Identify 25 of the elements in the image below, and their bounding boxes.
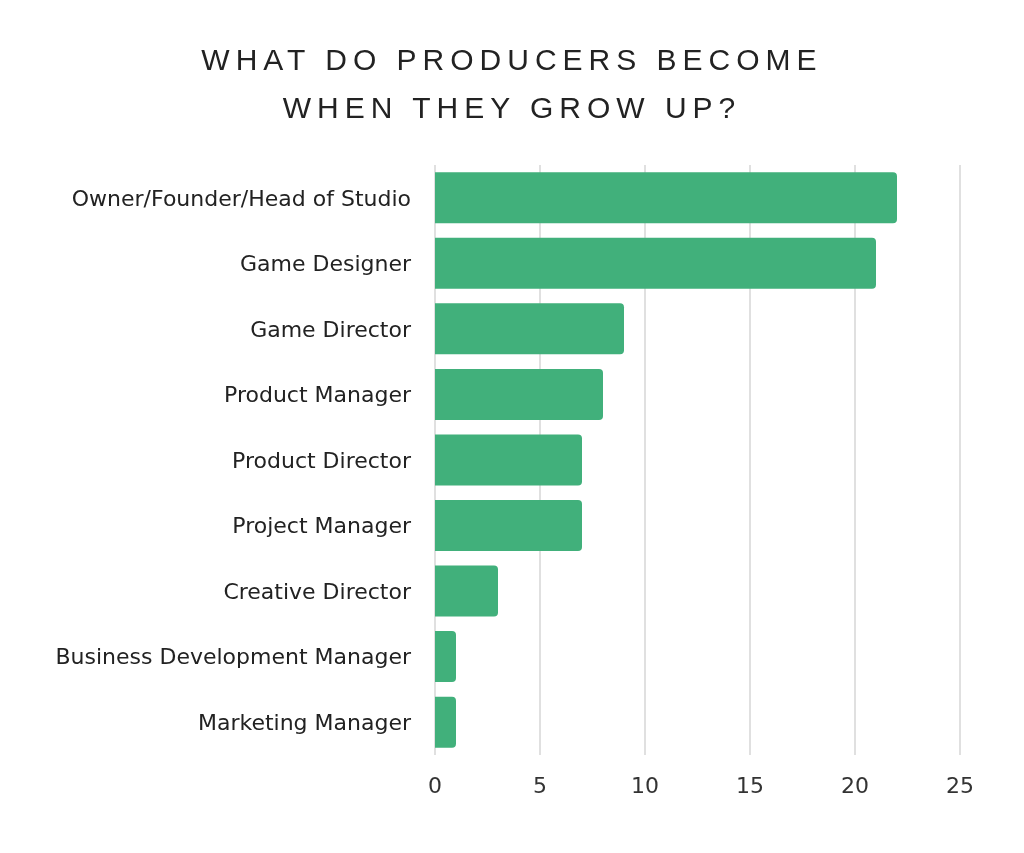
bar	[435, 237, 876, 289]
y-tick-label: Game Designer	[239, 251, 412, 277]
y-tick-label: Product Manager	[224, 382, 412, 408]
bar	[435, 368, 603, 420]
y-tick-label: Game Director	[250, 316, 412, 342]
bar	[435, 303, 624, 355]
y-tick-label: Project Manager	[232, 513, 412, 539]
x-tick-label: 25	[946, 772, 974, 798]
bar	[435, 434, 582, 486]
x-tick-label: 0	[428, 772, 442, 798]
bar	[435, 499, 582, 551]
x-tick-label: 15	[736, 772, 764, 798]
y-tick-label: Creative Director	[223, 578, 412, 604]
bar	[435, 172, 897, 224]
y-tick-label: Owner/Founder/Head of Studio	[71, 185, 411, 211]
x-tick-label: 10	[631, 772, 659, 798]
chart-title: WHAT DO PRODUCERS BECOME WHEN THEY GROW UP?	[200, 42, 824, 126]
x-tick-label: 20	[841, 772, 869, 798]
y-tick-label: Product Director	[232, 447, 412, 473]
x-tick-label: 5	[533, 772, 547, 798]
y-tick-label: Business Development Manager	[55, 644, 412, 670]
y-tick-label: Marketing Manager	[197, 710, 412, 736]
bar	[435, 696, 456, 748]
bar	[435, 565, 498, 617]
bar	[435, 631, 456, 683]
